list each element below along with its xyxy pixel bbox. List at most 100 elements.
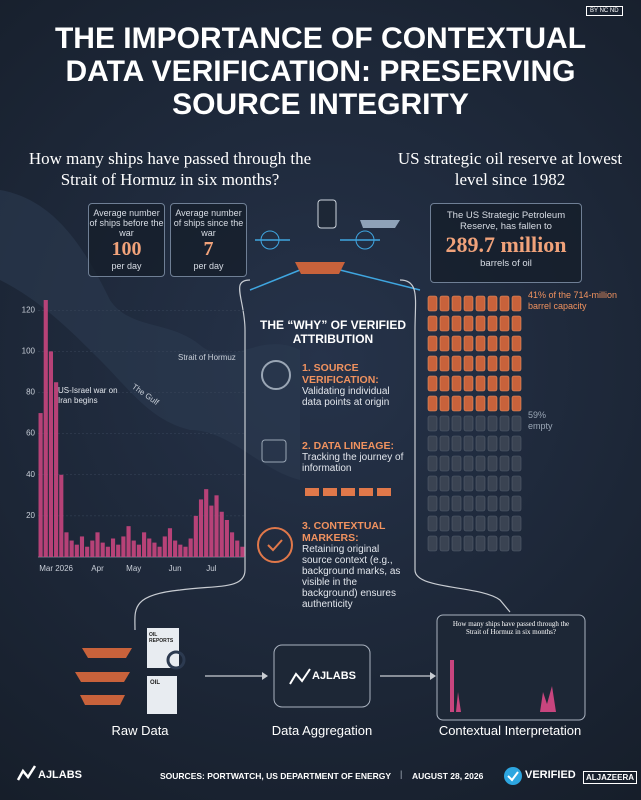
y-tick-label: 20 [26, 511, 35, 520]
why-heading: 1. SOURCE VERIFICATION: [302, 362, 379, 386]
sources: SOURCES: PORTWATCH, US DEPARTMENT OF ENE… [160, 771, 392, 781]
step-label: Data Aggregation [271, 723, 373, 738]
barrel [427, 495, 438, 512]
bar [64, 532, 69, 557]
bar [74, 544, 79, 557]
check-icon [267, 539, 283, 552]
barrel [499, 475, 510, 492]
barrel [427, 335, 438, 352]
bar [105, 546, 110, 557]
filled-label: 41% of the 714-million barrel capacity [528, 290, 618, 311]
ships-chart: 20 40 60 80 100 120 Mar 2026 Apr May Jun Jul [22, 300, 245, 573]
barrel [427, 515, 438, 532]
barrel [451, 335, 462, 352]
bar [136, 544, 141, 557]
barrel [511, 335, 522, 352]
title: THE IMPORTANCE OF CONTEXTUAL DATA VERIFI… [54, 22, 587, 121]
barrel [499, 495, 510, 512]
barrel [439, 455, 450, 472]
barrel [427, 395, 438, 412]
ships-icon [75, 648, 132, 705]
barrel [511, 475, 522, 492]
barrel [475, 435, 486, 452]
empty-label: 59% empty [528, 410, 553, 431]
barrel [427, 295, 438, 312]
barrel [487, 455, 498, 472]
barrel [475, 295, 486, 312]
barrel [475, 355, 486, 372]
barrel [475, 495, 486, 512]
stat-box: Average number of ships since the war 7 … [170, 203, 247, 277]
barrel [499, 375, 510, 392]
barrel [451, 495, 462, 512]
barrel [463, 355, 474, 372]
barrel [439, 475, 450, 492]
why-heading: 3. CONTEXTUAL MARKERS: [302, 520, 386, 544]
bar [224, 519, 229, 557]
lineage-icon [261, 439, 287, 463]
barrel [451, 475, 462, 492]
barrel [499, 395, 510, 412]
barrel [463, 455, 474, 472]
bar [188, 538, 193, 557]
barrel [439, 395, 450, 412]
bar [152, 542, 157, 557]
barrel [511, 455, 522, 472]
barrel [451, 395, 462, 412]
oil-stat-box: The US Strategic Petroleum Reserve, has … [430, 203, 582, 283]
barrel [427, 535, 438, 552]
barrel [511, 295, 522, 312]
bar [69, 540, 74, 557]
barrel [451, 295, 462, 312]
y-tick-label: 120 [22, 305, 36, 314]
barrel [487, 295, 498, 312]
stat-value: 7 [203, 238, 214, 260]
bar [178, 544, 183, 557]
doc-label: OIL [150, 680, 160, 686]
x-tick-label: Jul [206, 564, 216, 573]
barrel [475, 535, 486, 552]
bar [162, 536, 167, 557]
doc-label: OIL REPORTS [149, 632, 174, 644]
stat-label: Average number of ships before the war [89, 208, 164, 238]
barrel [487, 515, 498, 532]
y-tick-label: 60 [26, 429, 35, 438]
check [507, 771, 519, 782]
footer-logo-mark [16, 765, 37, 781]
bar [167, 528, 173, 557]
bar [126, 526, 131, 557]
x-tick-label: Jun [169, 564, 182, 573]
barrel [511, 375, 522, 392]
y-tick-label: 40 [26, 470, 35, 479]
why-text: Retaining original source context (e.g.,… [302, 544, 401, 610]
barrel [463, 535, 474, 552]
footer-logo: AJLABS [38, 769, 83, 781]
network-lines [249, 239, 421, 291]
map-shape [0, 190, 300, 480]
barrel [451, 355, 462, 372]
barrel [475, 515, 486, 532]
bar [131, 540, 136, 557]
bar [204, 489, 209, 557]
x-tick-label: May [126, 564, 141, 573]
barrel [511, 315, 522, 332]
report-icon [147, 628, 179, 668]
bar [54, 382, 59, 557]
stat-value: 289.7 million [445, 232, 567, 257]
barrel [499, 535, 510, 552]
barrel [487, 535, 498, 552]
barrel [427, 415, 438, 432]
bar [121, 536, 126, 557]
barrel [427, 375, 438, 392]
bar [219, 511, 224, 557]
bar [38, 413, 43, 557]
bar [48, 351, 54, 557]
barrel [451, 375, 462, 392]
report-icon [147, 676, 177, 714]
barrel [463, 435, 474, 452]
barrel [499, 355, 510, 372]
barrel [475, 455, 486, 472]
brand: ALJAZEERA [583, 771, 638, 784]
